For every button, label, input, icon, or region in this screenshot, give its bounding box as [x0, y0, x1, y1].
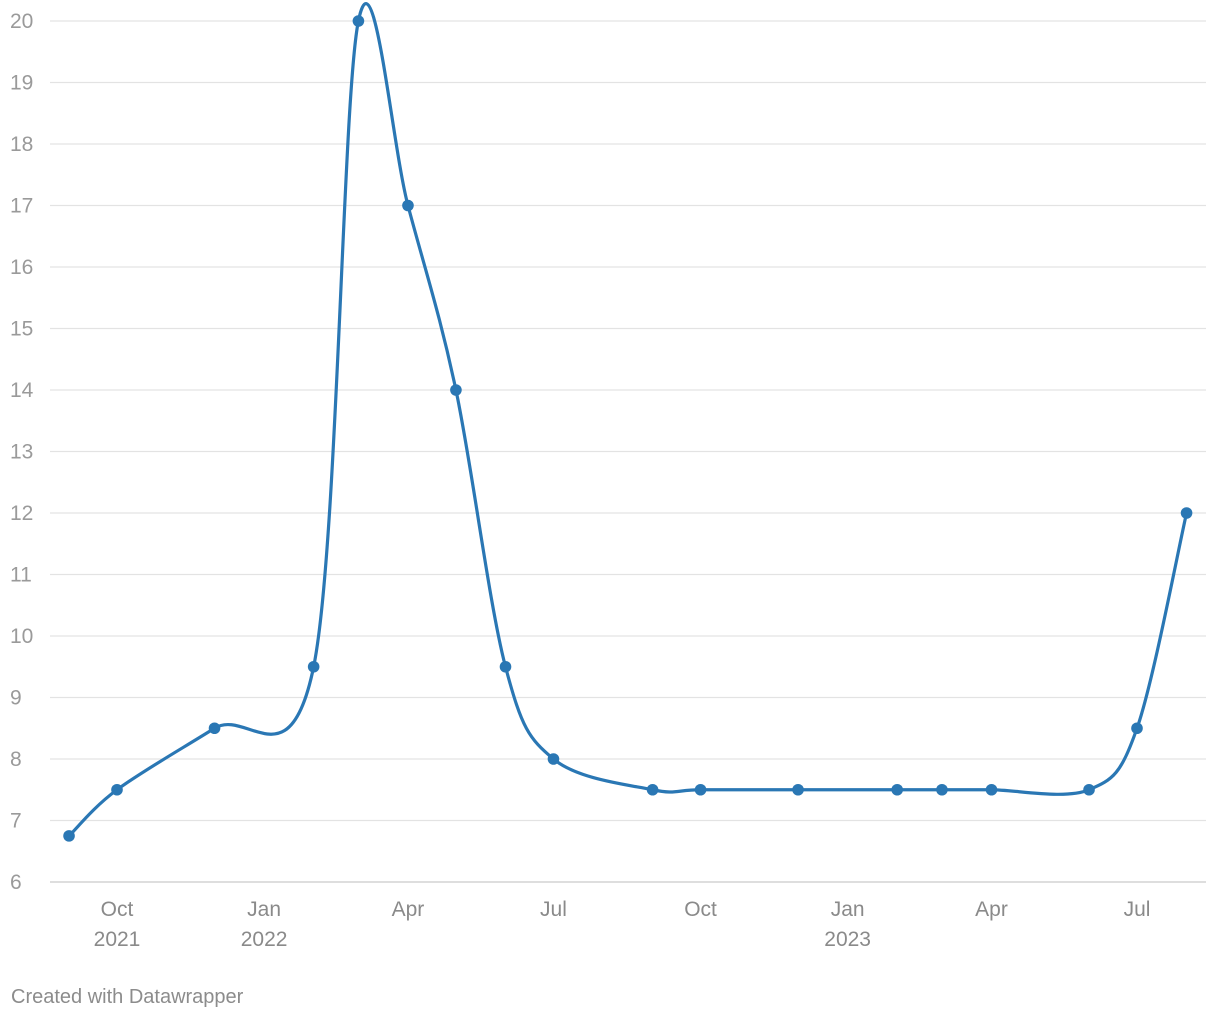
x-tick-year-label-5: 2023 [824, 928, 871, 951]
y-tick-label-12: 12 [10, 502, 33, 525]
y-gridlines [50, 20, 1206, 883]
x-tick-label-7: Jul [1124, 898, 1151, 921]
data-point-2023-04-01 [985, 783, 998, 796]
series-line-0 [67, 2, 1189, 838]
data-point-2023-07-01 [1131, 722, 1143, 735]
y-tick-label-18: 18 [10, 133, 33, 156]
x-tick-label-2: Apr [392, 898, 425, 921]
data-point-2022-12-01 [792, 783, 804, 796]
y-tick-label-20: 20 [10, 10, 33, 33]
y-tick-label-15: 15 [10, 318, 33, 341]
data-point-2022-02-01 [307, 660, 320, 673]
x-tick-year-label-0: 2021 [94, 928, 141, 951]
y-tick-label-19: 19 [10, 72, 33, 95]
data-point-2022-04-01 [402, 199, 414, 212]
data-point-2022-06-01 [499, 660, 512, 673]
data-point-2022-03-01 [352, 15, 365, 27]
data-point-2023-02-01 [891, 783, 903, 796]
x-tick-label-5: Jan [831, 898, 865, 921]
y-tick-label-13: 13 [10, 441, 33, 464]
data-point-2022-07-01 [547, 753, 560, 765]
x-tick-label-6: Apr [975, 898, 1008, 921]
data-point-2023-03-01 [936, 783, 948, 796]
y-tick-label-8: 8 [10, 748, 22, 771]
chart-credit: Created with Datawrapper [11, 986, 244, 1008]
x-tick-year-label-1: 2022 [241, 928, 288, 951]
data-point-2022-05-01 [450, 384, 462, 396]
x-axis-tick-labels: Oct 2021 Jan 2022 Apr Jul Oct Jan 2023 Apr Jul [94, 898, 1151, 951]
data-point-2021-12-01 [208, 722, 221, 735]
x-tick-label-1: Jan [247, 898, 281, 921]
data-point-2022-09-01 [646, 783, 659, 796]
y-axis-tick-labels: 6 7 8 9 10 11 12 13 14 15 16 17 18 19 20 [10, 10, 34, 894]
data-points [63, 15, 1193, 842]
x-tick-label-0: Oct [101, 898, 134, 921]
y-tick-label-7: 7 [10, 810, 22, 833]
data-point-2022-10-01 [694, 783, 707, 796]
y-tick-label-10: 10 [10, 625, 33, 648]
x-tick-label-3: Jul [540, 898, 567, 921]
y-tick-label-14: 14 [10, 379, 34, 402]
y-tick-label-17: 17 [10, 195, 33, 218]
data-point-2023-08-01 [1180, 507, 1193, 519]
series-line-layer [67, 2, 1189, 838]
x-tick-label-4: Oct [684, 898, 717, 921]
data-point-2023-06-01 [1083, 783, 1095, 796]
data-point-2021-10-01 [111, 783, 123, 796]
data-point-2021-09-01 [63, 830, 75, 842]
y-tick-label-9: 9 [10, 687, 22, 710]
y-tick-label-11: 11 [10, 564, 32, 587]
y-tick-label-6: 6 [10, 871, 22, 894]
line-chart: 6 7 8 9 10 11 12 13 14 15 16 17 18 19 20 Oct 2021 Jan 202… [10, 2, 1206, 951]
y-tick-label-16: 16 [10, 256, 33, 279]
